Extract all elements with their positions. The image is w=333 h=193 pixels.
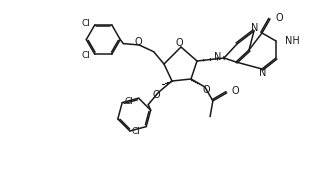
Text: O: O <box>202 85 210 95</box>
Text: NH: NH <box>285 36 300 46</box>
Text: N: N <box>251 23 259 33</box>
Text: O: O <box>276 13 284 23</box>
Text: N: N <box>214 52 221 62</box>
Text: O: O <box>175 38 183 48</box>
Text: O: O <box>153 90 160 100</box>
Text: O: O <box>135 37 142 47</box>
Text: Cl: Cl <box>124 97 133 106</box>
Text: N: N <box>259 68 267 78</box>
Text: O: O <box>232 86 239 96</box>
Text: Cl: Cl <box>82 51 91 60</box>
Text: Cl: Cl <box>132 128 141 136</box>
Text: Cl: Cl <box>82 19 91 28</box>
